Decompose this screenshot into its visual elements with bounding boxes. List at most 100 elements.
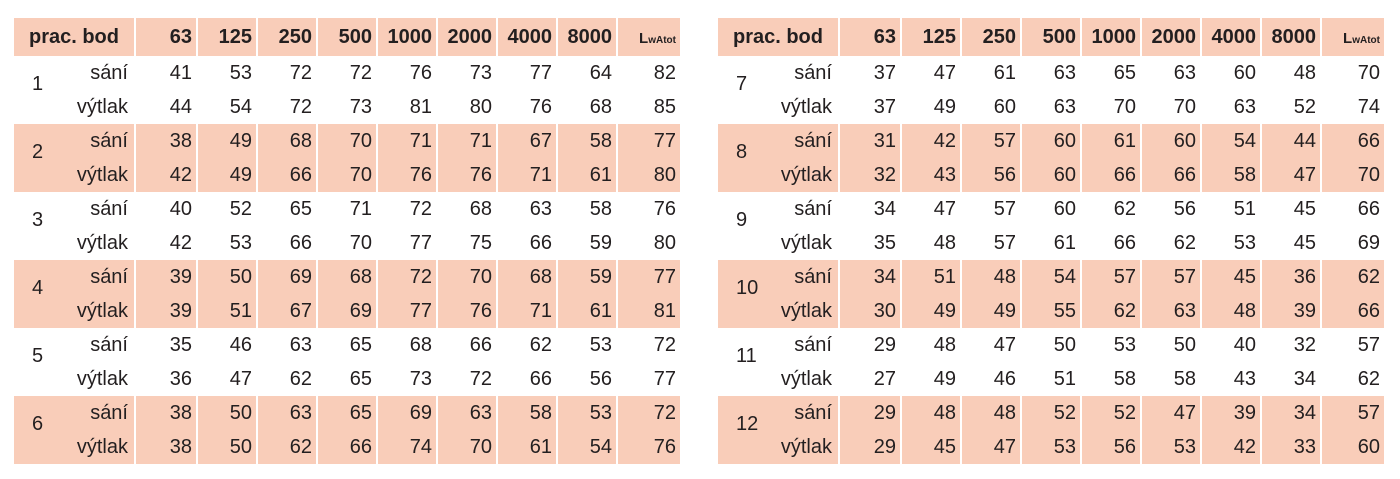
band-value: 70 xyxy=(318,158,378,192)
table-row: výtlak 27 49 46 51 58 58 43 34 62 xyxy=(718,362,1384,396)
band-value: 59 xyxy=(558,260,618,294)
band-value: 52 xyxy=(1082,396,1142,430)
band-value: 61 xyxy=(498,430,558,464)
band-value: 58 xyxy=(498,396,558,430)
table-row: 8 sání 31 42 57 60 61 60 54 44 66 xyxy=(718,124,1384,163)
band-value: 62 xyxy=(1082,294,1142,328)
band-value: 72 xyxy=(378,260,438,294)
table-row: výtlak 29 45 47 53 56 53 42 33 60 xyxy=(718,430,1384,464)
band-value: 61 xyxy=(1082,124,1142,158)
band-value: 76 xyxy=(378,158,438,192)
band-value: 68 xyxy=(498,260,558,294)
band-value: 75 xyxy=(438,226,498,260)
row-label-cell: 5 sání xyxy=(14,328,136,367)
band-value: 50 xyxy=(198,260,258,294)
band-value: 57 xyxy=(962,124,1022,158)
band-value: 47 xyxy=(198,362,258,396)
table-row: výtlak 37 49 60 63 70 70 63 52 74 xyxy=(718,90,1384,124)
kind-intake: sání xyxy=(794,129,832,152)
band-value: 54 xyxy=(1202,124,1262,158)
band-value: 68 xyxy=(378,328,438,362)
total-value: 74 xyxy=(1357,95,1380,118)
band-value: 70 xyxy=(1082,90,1142,124)
point-id: 5 xyxy=(32,345,44,367)
header-total: LwAtot xyxy=(1322,18,1384,56)
band-value: 34 xyxy=(840,192,902,226)
band-value: 47 xyxy=(902,56,962,90)
header-freq: 2000 xyxy=(438,18,498,56)
row-label-cell: 7 sání xyxy=(718,56,840,95)
band-value: 39 xyxy=(136,260,198,294)
total-value: 77 xyxy=(618,124,680,158)
band-value: 49 xyxy=(198,124,258,158)
kind-exhaust: výtlak xyxy=(780,95,832,118)
band-value: 56 xyxy=(962,158,1022,192)
total-value: 66 xyxy=(1357,197,1380,220)
kind-exhaust: výtlak xyxy=(780,367,832,390)
band-value: 65 xyxy=(1082,56,1142,90)
total-value: 72 xyxy=(653,333,676,356)
band-value: 76 xyxy=(498,90,558,124)
band-value: 47 xyxy=(1262,158,1322,192)
band-value: 61 xyxy=(558,158,618,192)
total-value: 81 xyxy=(618,294,680,328)
band-value: 63 xyxy=(1022,56,1082,90)
band-value: 36 xyxy=(1262,260,1322,294)
band-value: 73 xyxy=(318,90,378,124)
band-value: 37 xyxy=(840,56,902,90)
band-value: 68 xyxy=(318,260,378,294)
total-value: 80 xyxy=(618,158,680,192)
band-value: 63 xyxy=(258,328,318,362)
band-value: 63 xyxy=(438,396,498,430)
band-value: 70 xyxy=(438,430,498,464)
band-value: 54 xyxy=(198,90,258,124)
band-value: 34 xyxy=(840,260,902,294)
band-value: 39 xyxy=(1262,294,1322,328)
row-label-cell: výtlak xyxy=(718,158,840,192)
band-value: 57 xyxy=(962,226,1022,260)
band-value: 48 xyxy=(1262,56,1322,90)
band-value: 48 xyxy=(902,328,962,362)
band-value: 69 xyxy=(258,260,318,294)
band-value: 52 xyxy=(1022,396,1082,430)
band-value: 45 xyxy=(1202,260,1262,294)
total-value: 57 xyxy=(1357,333,1380,356)
band-value: 47 xyxy=(962,430,1022,464)
band-value: 45 xyxy=(1262,192,1322,226)
band-value: 38 xyxy=(136,396,198,430)
header-freq: 500 xyxy=(318,18,378,56)
band-value: 60 xyxy=(1142,124,1202,158)
band-value: 77 xyxy=(378,294,438,328)
header-freq: 2000 xyxy=(1142,18,1202,56)
table-row: výtlak 36 47 62 65 73 72 66 56 77 xyxy=(14,362,680,396)
kind-exhaust: výtlak xyxy=(76,367,128,390)
header-total-main: L xyxy=(639,29,649,47)
band-value: 63 xyxy=(1022,90,1082,124)
band-value: 63 xyxy=(1142,294,1202,328)
band-value: 72 xyxy=(438,362,498,396)
band-value: 47 xyxy=(962,328,1022,362)
band-value: 70 xyxy=(1142,90,1202,124)
band-value: 34 xyxy=(1262,396,1322,430)
band-value: 66 xyxy=(1082,226,1142,260)
row-label-cell: výtlak xyxy=(14,362,136,396)
band-value: 51 xyxy=(198,294,258,328)
point-id: 8 xyxy=(736,141,748,163)
header-freq: 63 xyxy=(840,18,902,56)
row-label-cell: 2 sání xyxy=(14,124,136,163)
band-value: 44 xyxy=(1262,124,1322,158)
band-value: 53 xyxy=(1202,226,1262,260)
row-label-cell: 12 sání xyxy=(718,396,840,435)
header-freq: 500 xyxy=(1022,18,1082,56)
band-value: 57 xyxy=(1142,260,1202,294)
band-value: 59 xyxy=(558,226,618,260)
band-value: 58 xyxy=(1202,158,1262,192)
table-row: 11 sání 29 48 47 50 53 50 40 32 57 xyxy=(718,328,1384,367)
noise-table-right: prac. bod 63 125 250 500 1000 2000 4000 8000 LwAt… xyxy=(718,18,1384,464)
band-value: 60 xyxy=(1022,124,1082,158)
kind-exhaust: výtlak xyxy=(76,299,128,322)
table-row: výtlak 42 53 66 70 77 75 66 59 80 xyxy=(14,226,680,260)
row-label-cell: 3 sání xyxy=(14,192,136,231)
band-value: 77 xyxy=(498,56,558,90)
point-id: 10 xyxy=(736,277,759,299)
